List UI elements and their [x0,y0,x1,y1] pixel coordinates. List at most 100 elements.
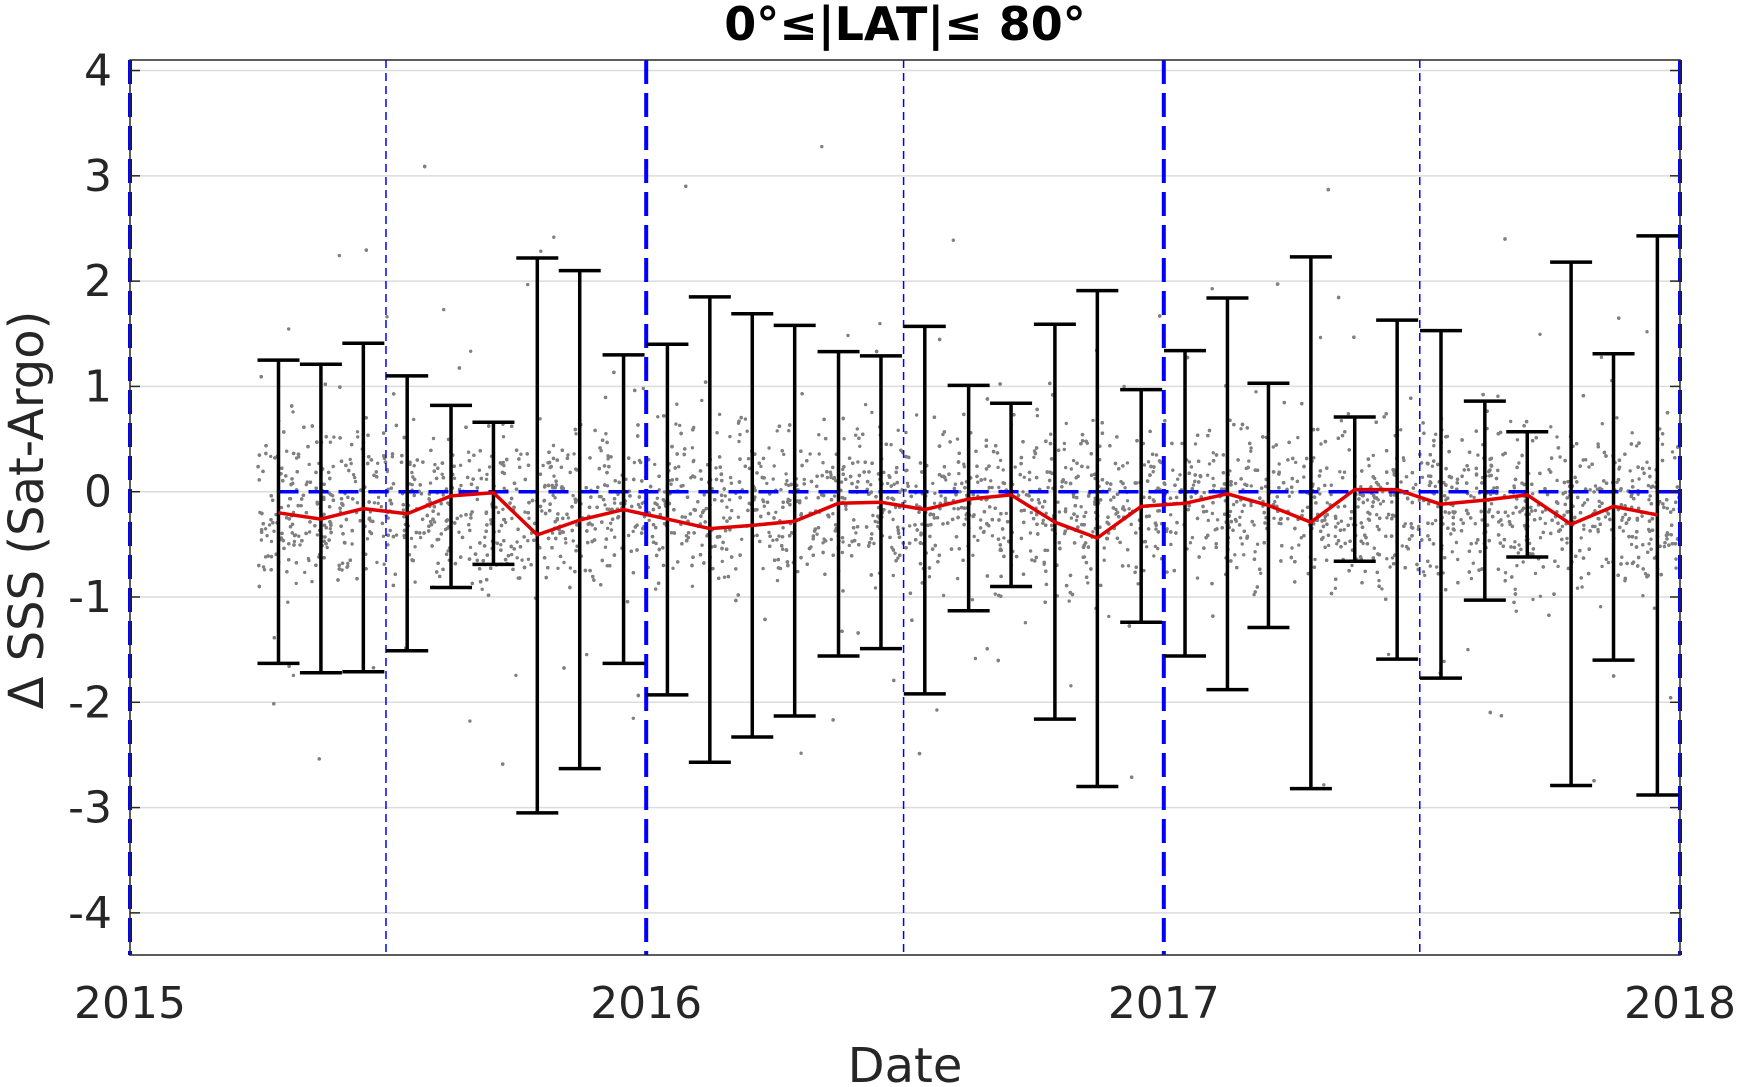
scatter-point [1652,606,1657,610]
scatter-point [307,530,312,534]
scatter-point [346,561,350,566]
scatter-point [683,515,688,519]
scatter-point [834,479,838,483]
scatter-point [787,429,791,433]
scatter-point [990,485,994,490]
scatter-point [1400,544,1405,548]
scatter-point [1302,475,1306,479]
scatter-point [1299,536,1304,540]
scatter-point [365,537,370,541]
scatter-point [390,455,395,459]
scatter-point [310,579,314,584]
scatter-point [1647,542,1651,546]
scatter-point [908,591,913,595]
scatter-point [1606,560,1611,565]
scatter-point [780,535,785,539]
scatter-point [1480,481,1484,485]
scatter-point [720,559,724,564]
scatter-point [811,553,815,557]
scatter-point [431,436,436,441]
scatter-point [857,436,861,440]
scatter-point [702,493,706,497]
scatter-point [1272,516,1276,520]
scatter-point [1665,506,1670,510]
scatter-point [1645,460,1649,464]
scatter-point [1478,549,1482,554]
scatter-point [566,453,570,457]
scatter-point [804,496,808,500]
scatter-point [1492,486,1496,490]
scatter-point [767,530,771,535]
scatter-point [1367,518,1372,522]
scatter-point [421,460,425,464]
scatter-point [871,513,875,518]
scatter-point [1297,543,1301,547]
scatter-point [856,460,860,464]
scatter-point [1115,536,1120,540]
scatter-point [1580,585,1584,589]
scatter-point [740,537,744,541]
scatter-point [314,470,318,475]
scatter-point [564,541,568,545]
scatter-point [996,465,1000,470]
scatter-point [920,522,924,526]
scatter-point [1346,412,1351,416]
scatter-point [1500,523,1504,527]
scatter-point [1013,465,1017,469]
scatter-point [550,531,555,535]
scatter-point [1555,478,1559,483]
scatter-point [808,452,812,456]
scatter-point [1062,447,1067,452]
scatter-point [825,470,829,474]
scatter-point [1604,481,1609,485]
scatter-point [1533,571,1538,576]
scatter-point [674,422,678,426]
scatter-point [1616,478,1621,482]
scatter-point [1028,549,1033,553]
scatter-point [290,477,294,481]
scatter-point [1386,652,1391,657]
scatter-point [762,504,766,508]
scatter-point [287,327,291,331]
scatter-point [680,542,684,546]
scatter-point [1377,578,1381,583]
scatter-point [1035,512,1039,517]
scatter-point [933,491,937,495]
scatter-point [889,443,893,447]
scatter-point [892,482,896,486]
scatter-point [380,521,385,526]
scatter-point [291,673,296,678]
scatter-point [761,456,766,461]
scatter-point [408,482,412,486]
scatter-point [777,534,781,538]
scatter-point [1070,592,1075,597]
scatter-point [867,541,872,545]
scatter-point [303,570,307,575]
scatter-point [1109,498,1113,502]
scatter-point [631,716,635,720]
scatter-point [1339,419,1344,423]
scatter-point [1202,490,1206,495]
scatter-point [487,465,492,469]
scatter-point [949,547,954,551]
scatter-point [1460,438,1464,442]
scatter-point [1290,546,1294,550]
scatter-point [1050,528,1055,532]
scatter-point [939,494,943,498]
scatter-point [371,666,376,670]
scatter-point [257,478,261,482]
scatter-point [1294,460,1298,465]
scatter-point [428,481,433,485]
scatter-point [1313,557,1317,562]
scatter-point [1491,514,1495,519]
scatter-point [510,552,514,557]
scatter-point [1249,503,1253,508]
scatter-point [548,508,552,513]
scatter-point [1575,586,1580,590]
scatter-point [955,576,960,581]
scatter-point [1339,519,1344,523]
scatter-point [571,539,575,543]
scatter-point [389,486,393,490]
scatter-point [1496,394,1500,398]
scatter-point [841,467,845,472]
